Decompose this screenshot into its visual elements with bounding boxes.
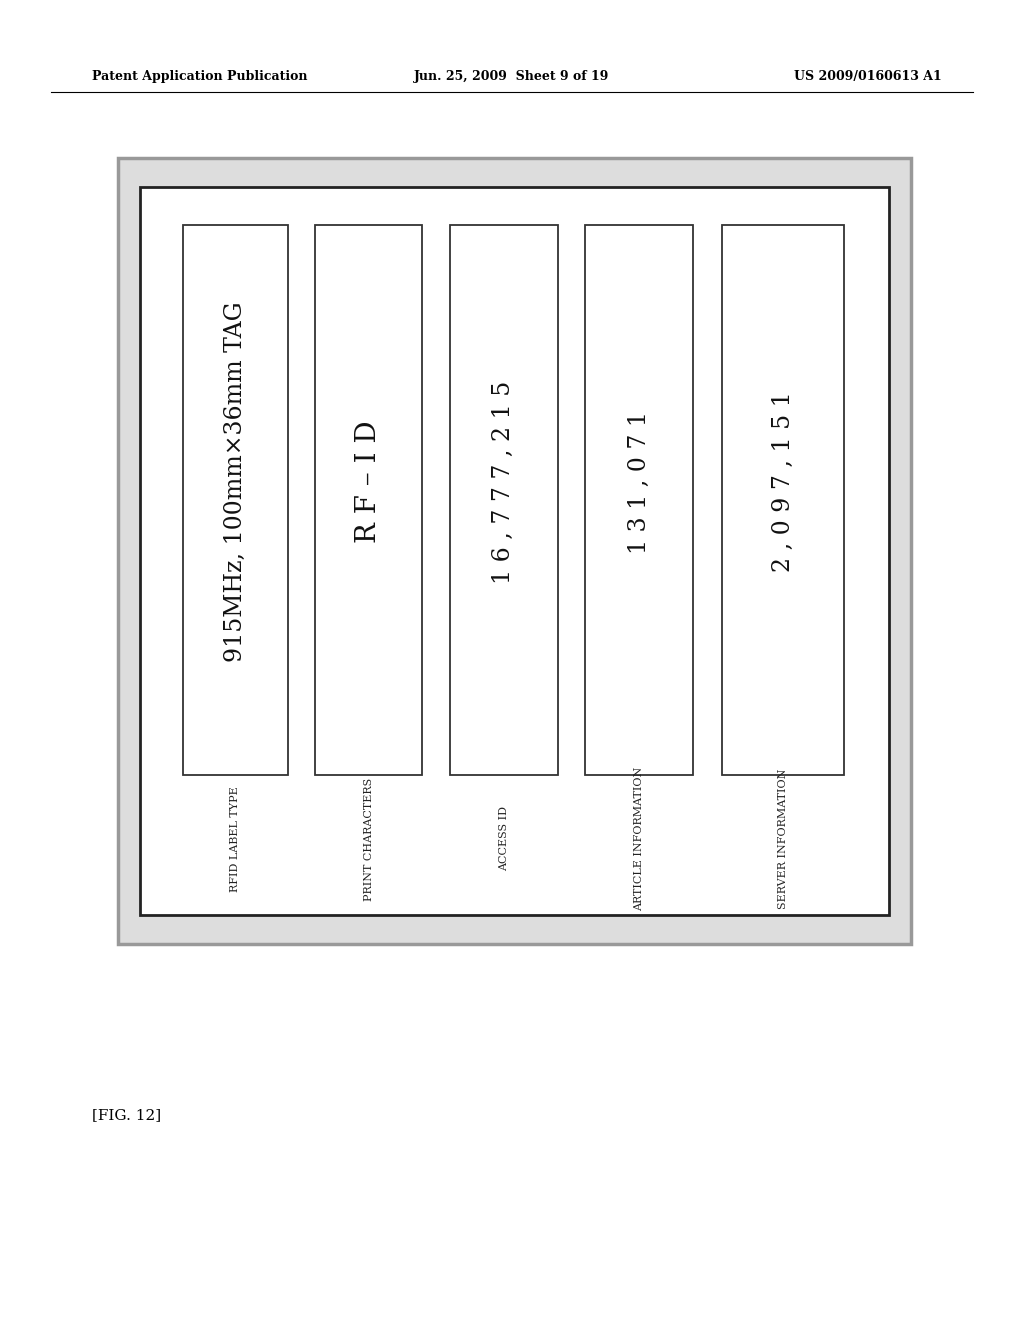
Text: US 2009/0160613 A1: US 2009/0160613 A1: [795, 70, 942, 83]
Bar: [118, 158, 911, 944]
Text: 915MHz, 100mm×36mm TAG: 915MHz, 100mm×36mm TAG: [223, 302, 247, 663]
Text: SERVER INFORMATION: SERVER INFORMATION: [778, 768, 788, 909]
Text: Jun. 25, 2009  Sheet 9 of 19: Jun. 25, 2009 Sheet 9 of 19: [415, 70, 609, 83]
Text: 2 , 0 9 7 , 1 5 1: 2 , 0 9 7 , 1 5 1: [772, 392, 795, 573]
Bar: [586, 224, 693, 775]
Text: 1 3 1 , 0 7 1: 1 3 1 , 0 7 1: [628, 411, 650, 553]
Bar: [451, 224, 558, 775]
Bar: [140, 187, 889, 915]
Bar: [183, 224, 288, 775]
Text: [FIG. 12]: [FIG. 12]: [92, 1109, 162, 1122]
Bar: [722, 224, 845, 775]
Text: RFID LABEL TYPE: RFID LABEL TYPE: [230, 787, 241, 892]
Bar: [314, 224, 423, 775]
Text: PRINT CHARACTERS: PRINT CHARACTERS: [364, 777, 374, 900]
Text: Patent Application Publication: Patent Application Publication: [92, 70, 307, 83]
Text: 1 6 , 7 7 7 , 2 1 5: 1 6 , 7 7 7 , 2 1 5: [493, 380, 515, 583]
Text: R F – I D: R F – I D: [355, 421, 382, 544]
Text: ACCESS ID: ACCESS ID: [499, 807, 509, 871]
Text: ARTICLE INFORMATION: ARTICLE INFORMATION: [634, 767, 644, 911]
